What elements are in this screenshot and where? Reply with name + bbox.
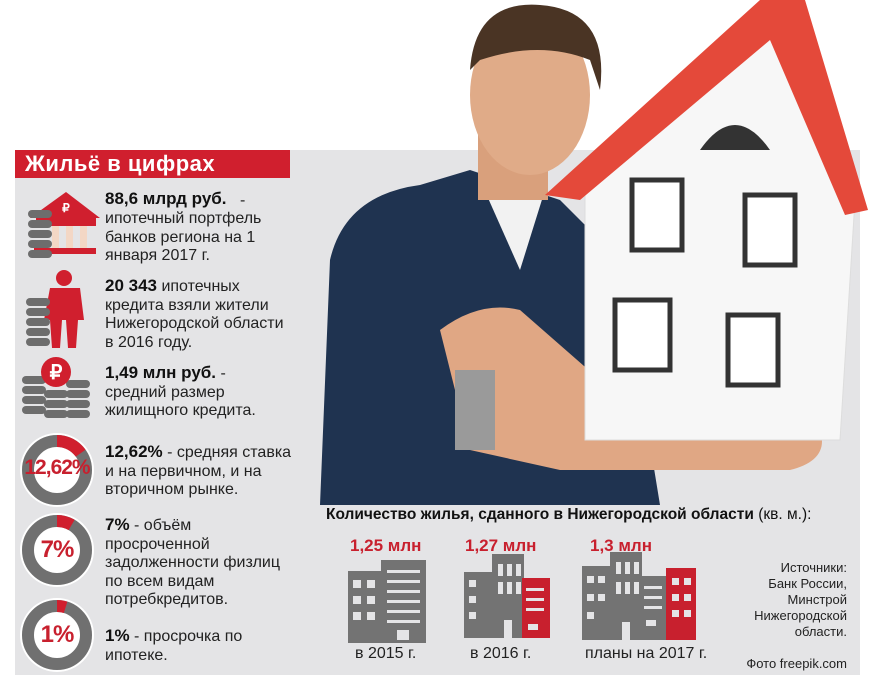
ring-value-arc [22,600,92,670]
section-title: Жильё в цифрах [15,150,290,178]
housing-year-2016: в 2016 г. [470,645,532,662]
housing-title: Количество жилья, сданного в Нижегородск… [326,506,812,523]
bank-coins-icon: ₽ [28,192,100,258]
fact-average-loan: 1,49 млн руб. - средний размер жилищного… [105,363,256,419]
ring-label: 12,62% [24,456,90,479]
fact-consumer-overdue: 7% - объём просроченной задолженности фи… [105,515,281,608]
fact-mortgage-count: 20 343 ипотечных кредита взяли жители Ни… [105,276,284,351]
man-holding-house-photo [320,0,868,505]
building-2015-icon [348,560,426,643]
fact-mortgage-overdue: 1% - просрочка по ипотеке. [105,626,243,664]
ruble-coins-icon: ₽ [22,357,90,418]
housing-value-2015: 1,25 млн [350,536,422,555]
housing-value-2016: 1,27 млн [465,536,537,555]
person-coins-icon [26,270,84,348]
fact-mortgage-portfolio: 88,6 млрд руб. - ипотечный портфель банк… [105,189,262,264]
housing-year-2017: планы на 2017 г. [585,645,708,662]
ring-value-arc [22,435,92,505]
fact-average-rate: 12,62% - средняя ставка и на первичном, … [105,442,292,498]
percent-ring [20,433,94,507]
building-2016-icon [464,554,550,638]
ring-label: 1% [40,621,75,648]
percent-ring [20,598,94,672]
ring-label: 7% [40,536,75,563]
ring-value-arc [22,515,92,585]
svg-text:₽: ₽ [62,201,70,215]
building-2017-icon [582,552,696,640]
sources: Источники: Банк России, Минстрой Нижегор… [754,560,847,639]
housing-year-2015: в 2015 г. [355,645,417,662]
svg-text:₽: ₽ [50,362,63,384]
housing-value-2017: 1,3 млн [590,536,652,555]
house-model [545,0,868,441]
photo-credit: Фото freepik.com [746,656,847,671]
percent-ring [20,513,94,587]
